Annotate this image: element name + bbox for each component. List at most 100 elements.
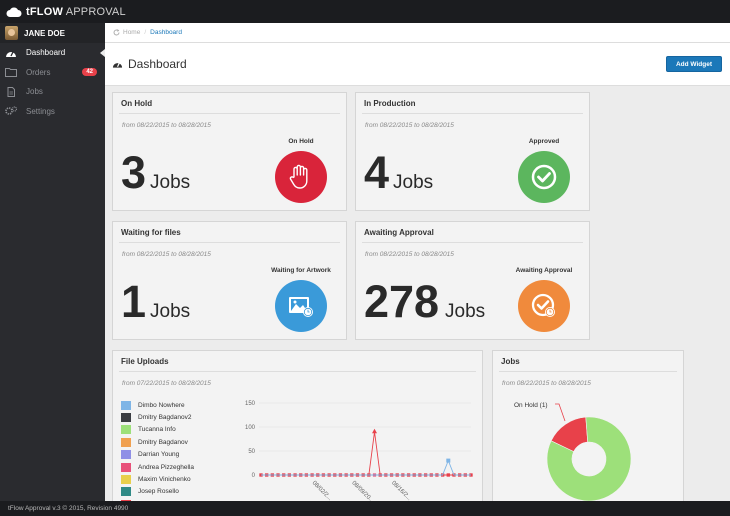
jobs-unit: Jobs bbox=[150, 301, 191, 322]
y-tick-label: 50 bbox=[248, 449, 255, 455]
brand-light: APPROVAL bbox=[65, 5, 126, 18]
date-range: from 08/22/2015 to 08/28/2015 bbox=[502, 380, 591, 387]
divider bbox=[362, 242, 583, 243]
dashboard-icon bbox=[5, 48, 17, 58]
x-tick-label: 08/16/2... bbox=[390, 480, 412, 502]
in-production-widget[interactable]: In Production from 08/22/2015 to 08/28/2… bbox=[355, 92, 590, 211]
legend-label: Dmitry Bagdanov bbox=[138, 438, 188, 446]
jobs-pie-widget[interactable]: Jobs from 08/22/2015 to 08/28/2015 On Ho… bbox=[492, 350, 684, 510]
widget-title: Awaiting Approval bbox=[364, 228, 434, 237]
sidebar-item-settings[interactable]: Settings bbox=[0, 102, 105, 122]
cloud-logo-icon bbox=[6, 7, 22, 17]
check-icon bbox=[531, 164, 557, 190]
y-tick-label: 100 bbox=[245, 425, 256, 431]
hand-stop-icon bbox=[289, 164, 308, 189]
breadcrumb-home-label: Home bbox=[123, 29, 141, 36]
legend-swatch bbox=[121, 487, 131, 497]
status-circle bbox=[275, 280, 327, 332]
on-hold-widget[interactable]: On Hold from 08/22/2015 to 08/28/2015 On… bbox=[112, 92, 347, 211]
legend-item[interactable]: Maxim Vinichenko bbox=[121, 473, 194, 485]
breadcrumb: Home / Dashboard bbox=[105, 23, 730, 43]
status-label: Waiting for Artwork bbox=[271, 267, 331, 274]
folder-icon bbox=[5, 67, 17, 78]
widget-title: File Uploads bbox=[121, 357, 169, 366]
awaiting-approval-widget[interactable]: Awaiting Approval from 08/22/2015 to 08/… bbox=[355, 221, 590, 340]
status-label: On Hold bbox=[288, 138, 314, 145]
sidebar: JANE DOE Dashboard Orders 42 Jobs Settin… bbox=[0, 23, 105, 501]
legend-item[interactable]: Dmitry Bagdanov2 bbox=[121, 411, 194, 423]
date-range: from 08/22/2015 to 08/28/2015 bbox=[122, 122, 211, 129]
gears-icon bbox=[5, 106, 17, 116]
sidebar-item-label: Jobs bbox=[26, 87, 43, 97]
app-logo[interactable]: tFLOW APPROVAL bbox=[26, 6, 126, 18]
legend-item[interactable]: Tucanna Info bbox=[121, 424, 194, 436]
legend-label: Dimbo Nowhere bbox=[138, 401, 185, 409]
sidebar-item-dashboard[interactable]: Dashboard bbox=[0, 43, 105, 63]
legend-label: Dmitry Bagdanov2 bbox=[138, 414, 192, 422]
user-panel[interactable]: JANE DOE bbox=[0, 23, 105, 43]
jobs-unit: Jobs bbox=[150, 172, 191, 193]
status-circle bbox=[518, 151, 570, 203]
y-tick-label: 0 bbox=[252, 473, 256, 479]
legend-swatch bbox=[121, 475, 131, 485]
legend-swatch bbox=[121, 462, 131, 472]
data-point bbox=[259, 473, 263, 477]
document-icon bbox=[5, 86, 17, 97]
pie-slice[interactable] bbox=[546, 416, 632, 502]
widget-title: In Production bbox=[364, 99, 416, 108]
sidebar-item-label: Orders bbox=[26, 67, 51, 77]
date-range: from 08/22/2015 to 08/28/2015 bbox=[365, 251, 454, 258]
x-tick-label: 08/02/2... bbox=[311, 480, 333, 502]
orders-count-badge: 42 bbox=[82, 67, 97, 76]
series-line bbox=[261, 431, 471, 476]
legend-item[interactable]: Darrian Young bbox=[121, 449, 194, 461]
legend-item[interactable]: Dmitry Bagdanov bbox=[121, 436, 194, 448]
breadcrumb-home[interactable]: Home bbox=[113, 29, 140, 36]
pie-callout-line bbox=[555, 403, 566, 422]
job-count: 278 bbox=[364, 276, 440, 327]
image-clock-icon bbox=[289, 297, 313, 317]
widget-title: Waiting for files bbox=[121, 228, 181, 237]
legend-label: Maxim Vinichenko bbox=[138, 476, 191, 484]
legend-item[interactable]: Dimbo Nowhere bbox=[121, 399, 194, 411]
footer-text: tFlow Approval v.3 © 2015, Revision 4990 bbox=[8, 505, 129, 512]
sidebar-item-orders[interactable]: Orders 42 bbox=[0, 63, 105, 83]
divider bbox=[362, 113, 583, 114]
legend-label: Tucanna Info bbox=[138, 426, 176, 434]
status-circle bbox=[275, 151, 327, 203]
legend-swatch bbox=[121, 425, 131, 435]
sidebar-item-label: Dashboard bbox=[26, 48, 66, 58]
data-point bbox=[372, 428, 378, 434]
legend-item[interactable]: Andrea Pizzeghella bbox=[121, 461, 194, 473]
footer: tFlow Approval v.3 © 2015, Revision 4990 bbox=[0, 501, 730, 516]
jobs-unit: Jobs bbox=[393, 172, 434, 193]
legend-label: Josep Rosello bbox=[138, 488, 179, 496]
legend-swatch bbox=[121, 437, 131, 447]
page-title: Dashboard bbox=[128, 57, 187, 71]
jobs-pie-chart[interactable]: On Hold (1) bbox=[493, 351, 685, 511]
breadcrumb-separator: / bbox=[144, 29, 147, 36]
waiting-for-files-widget[interactable]: Waiting for files from 08/22/2015 to 08/… bbox=[112, 221, 347, 340]
status-label: Awaiting Approval bbox=[515, 267, 573, 274]
check-clock-icon bbox=[531, 293, 555, 317]
sidebar-item-jobs[interactable]: Jobs bbox=[0, 82, 105, 102]
divider bbox=[499, 371, 677, 372]
user-name: JANE DOE bbox=[24, 28, 65, 38]
legend-swatch bbox=[121, 400, 131, 410]
legend-swatch bbox=[121, 413, 131, 423]
divider bbox=[119, 113, 340, 114]
dashboard-icon bbox=[112, 61, 123, 68]
series-line bbox=[261, 459, 471, 476]
y-tick-label: 150 bbox=[245, 401, 256, 407]
top-bar: tFLOW APPROVAL bbox=[0, 0, 730, 23]
file-uploads-widget[interactable]: File Uploads from 07/22/2015 to 08/28/20… bbox=[112, 350, 483, 510]
data-point bbox=[446, 458, 451, 463]
data-point bbox=[446, 473, 450, 477]
legend-item[interactable]: Josep Rosello bbox=[121, 486, 194, 498]
breadcrumb-current[interactable]: Dashboard bbox=[150, 29, 182, 36]
job-count: 4 bbox=[364, 147, 390, 198]
divider bbox=[119, 242, 340, 243]
add-widget-button[interactable]: Add Widget bbox=[665, 56, 722, 72]
legend-swatch bbox=[121, 450, 131, 460]
